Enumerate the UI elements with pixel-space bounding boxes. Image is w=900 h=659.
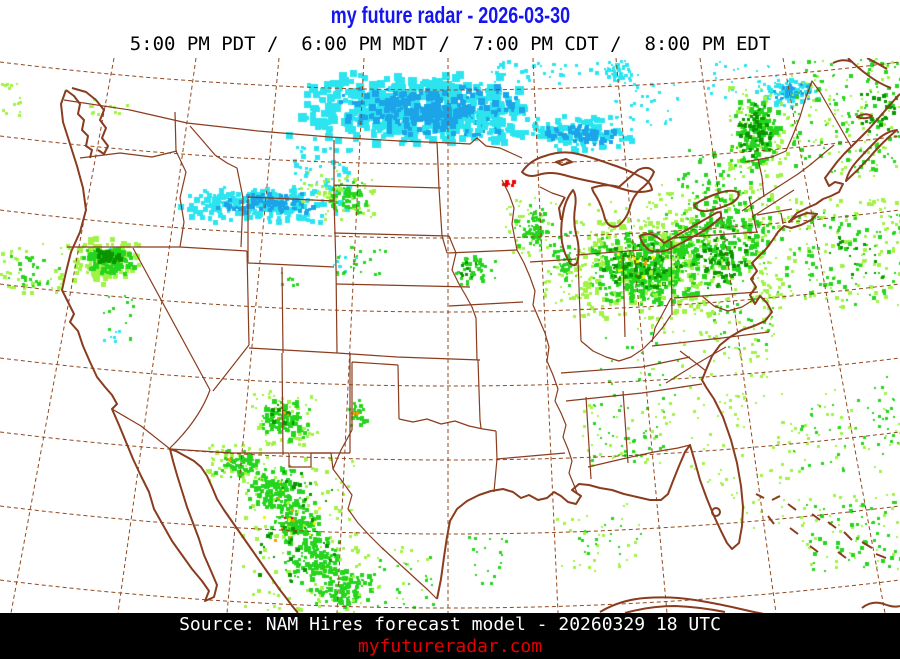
source-attribution: Source: NAM Hires forecast model - 20260… — [179, 614, 721, 635]
state-borders-midwest — [502, 180, 671, 493]
footer-bar: Source: NAM Hires forecast model - 20260… — [0, 613, 900, 659]
graticule-grid — [0, 58, 900, 613]
map-linework — [0, 58, 900, 613]
coastlines — [61, 58, 900, 613]
forecast-valid-times: 5:00 PM PDT / 6:00 PM MDT / 7:00 PM CDT … — [129, 33, 771, 55]
cuba-bahamas — [600, 494, 900, 613]
gulf-atlantic-coast — [437, 94, 900, 599]
state-borders-east — [561, 159, 792, 479]
gulf-of-st-lawrence — [833, 58, 891, 88]
nova-scotia — [846, 114, 897, 181]
great-lakes — [522, 152, 739, 265]
canada-border — [64, 100, 522, 158]
page-title-text: my future radar - 2026-03-30 — [330, 2, 570, 28]
website-link[interactable]: myfutureradar.com — [357, 636, 543, 657]
state-borders-plains — [334, 140, 565, 492]
mexico-border — [112, 409, 437, 599]
state-borders — [67, 112, 792, 493]
lake-okeechobee — [712, 508, 720, 516]
puget-sound — [66, 88, 108, 158]
maine-quebec-border — [745, 81, 851, 162]
st-lawrence-river — [742, 145, 834, 217]
international-borders — [64, 81, 851, 599]
pacific-coast-baja — [61, 90, 298, 613]
state-borders-west — [67, 112, 480, 469]
page-title: my future radar - 2026-03-30 — [0, 2, 900, 29]
